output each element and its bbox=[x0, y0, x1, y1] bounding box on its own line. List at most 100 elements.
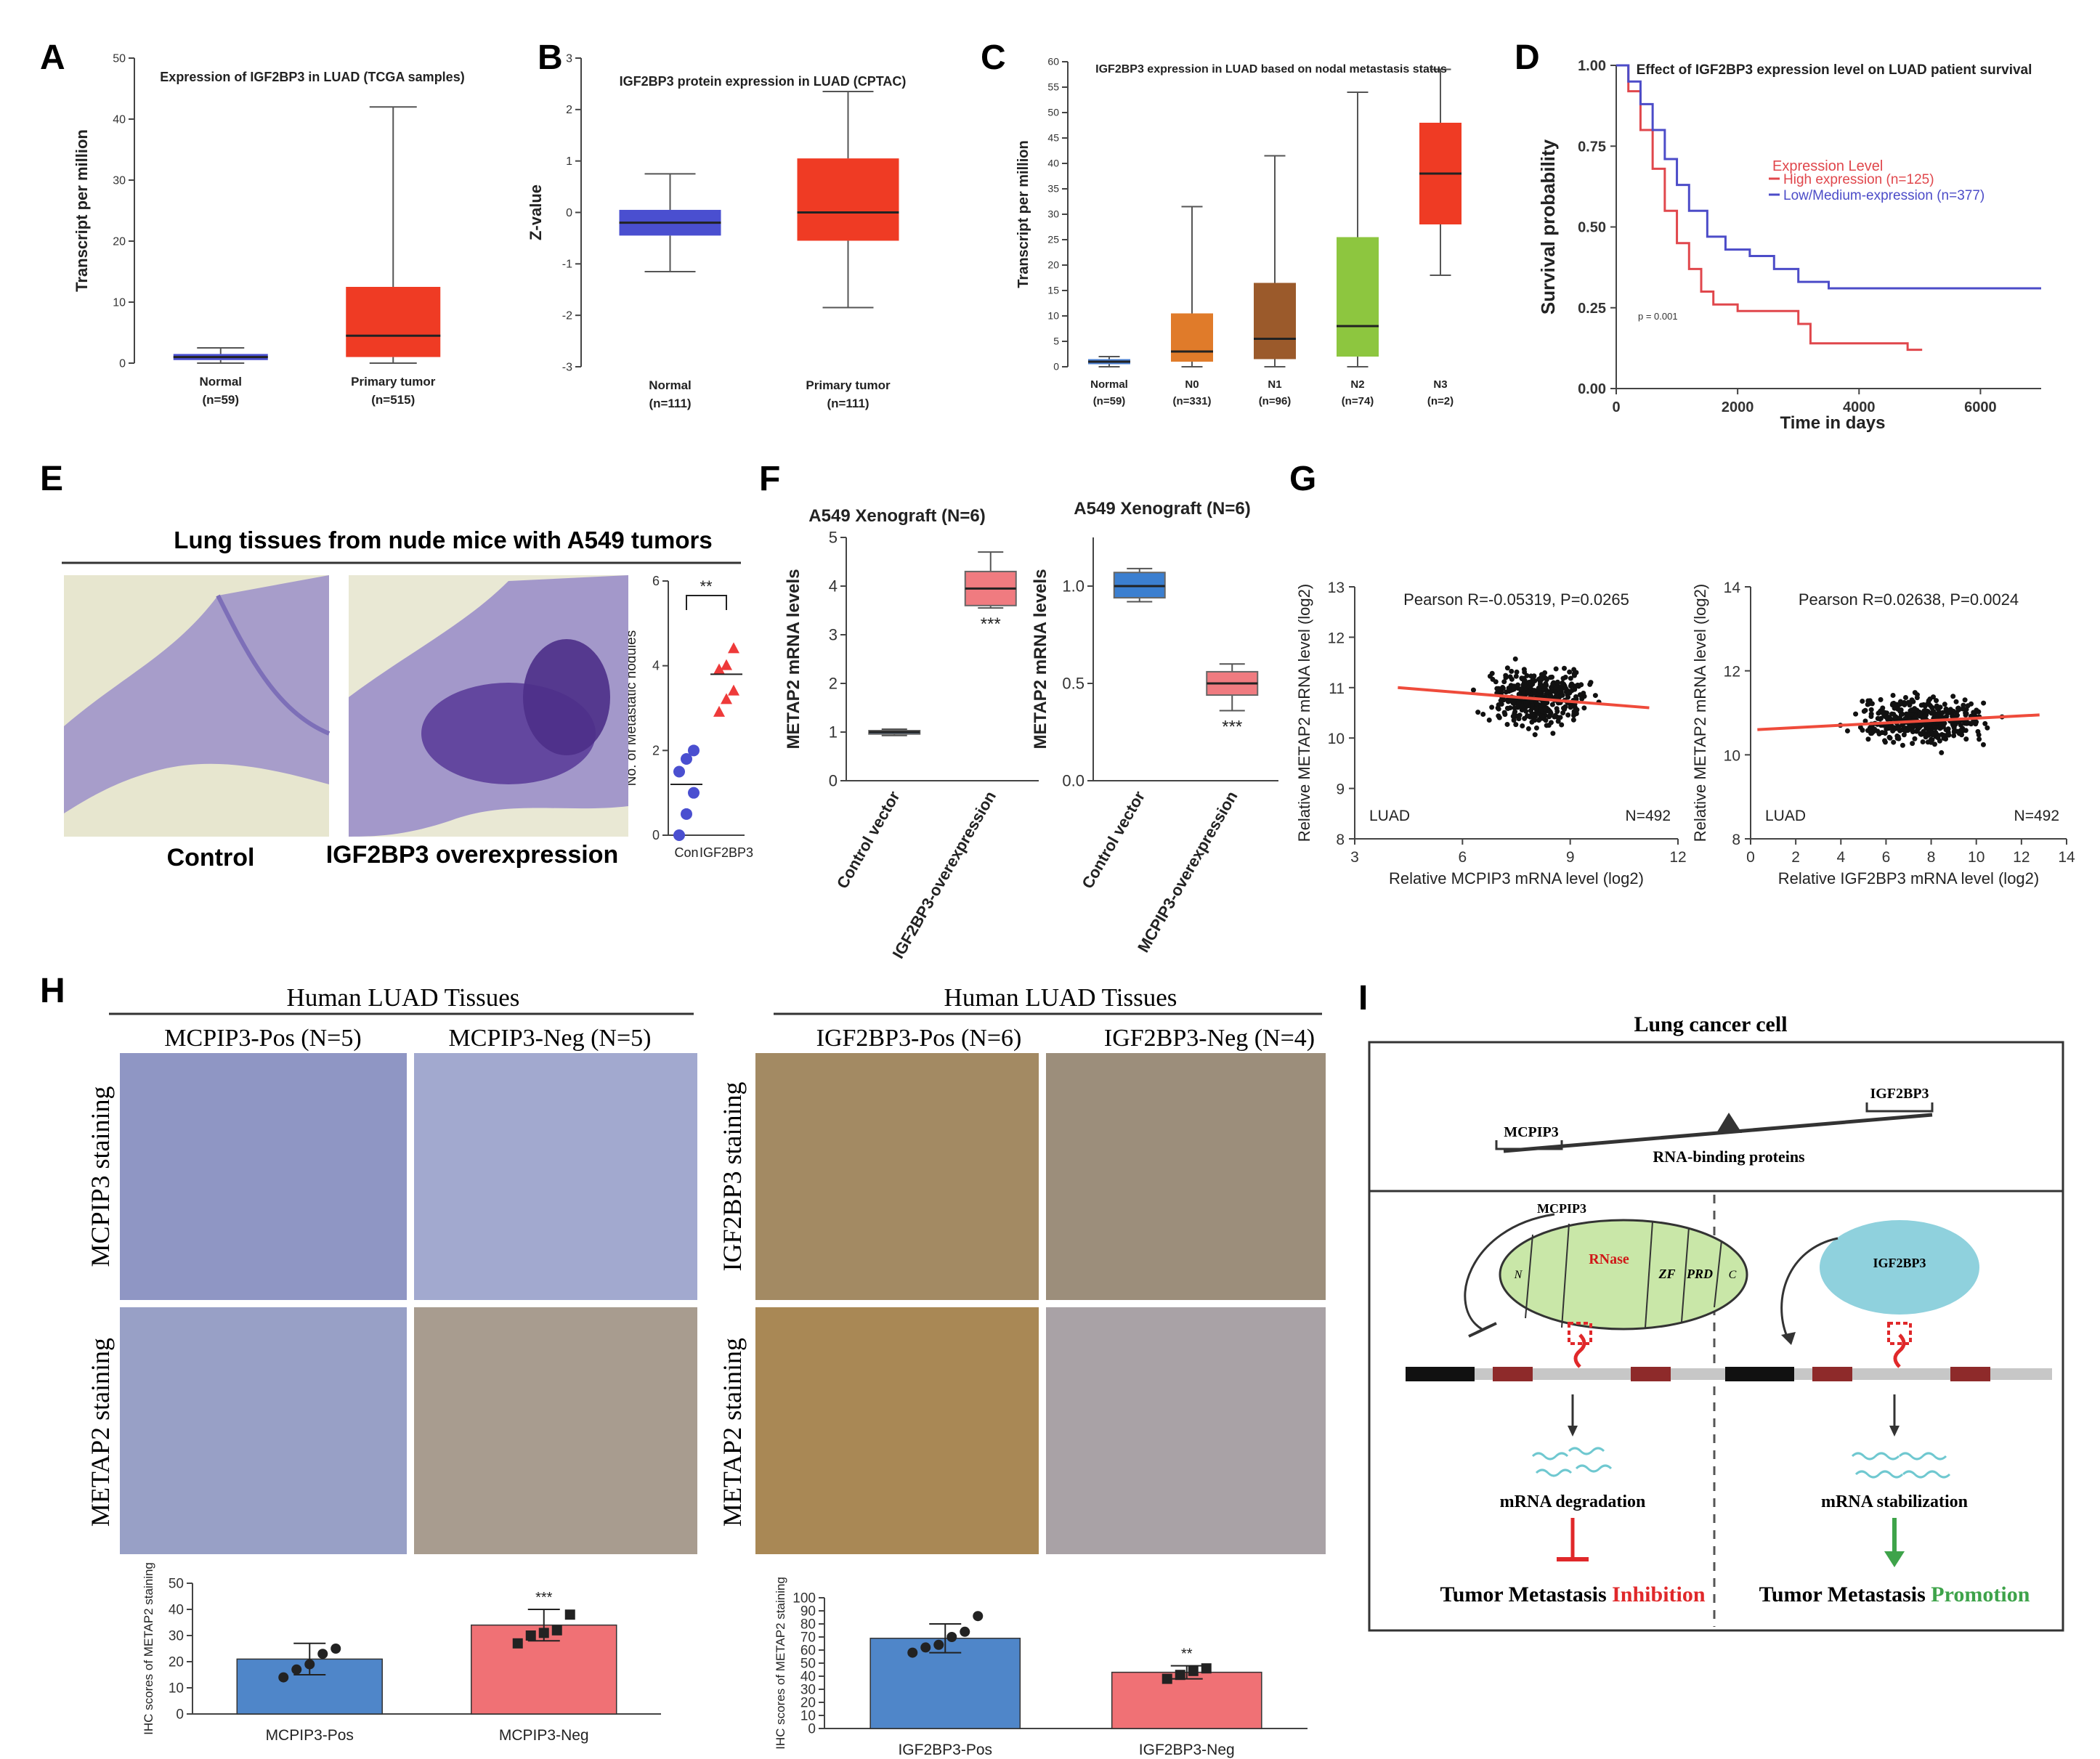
p-value: p = 0.001 bbox=[1638, 311, 1678, 322]
are-block-2 bbox=[1631, 1367, 1671, 1381]
y-tick-label: 10 bbox=[1724, 747, 1740, 764]
data-point bbox=[713, 663, 725, 675]
sample-point bbox=[1496, 706, 1501, 712]
chart-title: Expression of IGF2BP3 in LUAD (TCGA samp… bbox=[160, 70, 464, 84]
i-title: Lung cancer cell bbox=[1634, 1012, 1787, 1036]
sample-point bbox=[1963, 736, 1969, 742]
y-axis-label: IHC scores of METAP2 staining bbox=[142, 1562, 155, 1735]
sample-point bbox=[1909, 697, 1915, 703]
y-tick-label: 0 bbox=[808, 1721, 816, 1736]
sample-point bbox=[1950, 713, 1955, 719]
sample-point bbox=[1560, 681, 1566, 687]
arrowhead-left-down bbox=[1568, 1426, 1578, 1437]
y-tick-label: 1.00 bbox=[1578, 58, 1606, 74]
y-axis-label: Relative METAP2 mRNA level (log2) bbox=[1295, 584, 1313, 842]
x-tick-label: 6000 bbox=[1964, 399, 1997, 415]
sample-point bbox=[1571, 673, 1577, 678]
significance-marker: *** bbox=[981, 614, 1001, 634]
sample-point bbox=[1955, 707, 1961, 712]
data-point bbox=[933, 1639, 944, 1650]
y-tick-label: 30 bbox=[113, 174, 126, 187]
y-tick-label: 0 bbox=[566, 207, 572, 219]
y-tick-label: 40 bbox=[169, 1602, 184, 1617]
sample-size: N=492 bbox=[1626, 808, 1671, 824]
sample-point bbox=[1877, 716, 1883, 722]
sample-point bbox=[1921, 708, 1927, 714]
stem-loop bbox=[1893, 1333, 1906, 1368]
binding-site bbox=[1568, 1322, 1592, 1345]
data-point bbox=[331, 1644, 341, 1654]
significance-marker: ** bbox=[700, 577, 713, 596]
data-point bbox=[525, 1630, 536, 1641]
chart-b-cptac-protein: -3 -2 -1 0 1 2 3 Normal (n=111) Primary tumor (n=1… bbox=[527, 52, 906, 410]
data-point bbox=[1201, 1663, 1212, 1674]
x-axis-label: Relative MCPIP3 mRNA level (log2) bbox=[1389, 869, 1644, 887]
mcpip3-domain-line bbox=[1714, 1240, 1722, 1308]
sample-point bbox=[1549, 674, 1555, 680]
i-outcome-left: Tumor Metastasis Inhibition bbox=[1440, 1583, 1705, 1606]
category-label: Control vector bbox=[833, 788, 904, 892]
y-tick-label: -3 bbox=[562, 361, 572, 373]
x-tick-label: 9 bbox=[1566, 849, 1575, 866]
sample-point bbox=[1501, 679, 1507, 685]
sample-point bbox=[1592, 693, 1598, 699]
y-tick-label: 0 bbox=[176, 1707, 184, 1722]
x-tick-label: 2000 bbox=[1722, 399, 1754, 415]
data-point bbox=[1188, 1665, 1199, 1676]
cds-block bbox=[1406, 1367, 1475, 1381]
data-point bbox=[1162, 1673, 1172, 1684]
i-outcome-right: Tumor Metastasis Promotion bbox=[1759, 1583, 2030, 1606]
sample-point bbox=[1914, 695, 1920, 701]
sample-point bbox=[1865, 736, 1871, 742]
sample-point bbox=[1891, 739, 1897, 745]
sample-point bbox=[1880, 705, 1886, 711]
category-label: Primary tumor bbox=[351, 375, 436, 389]
sample-point bbox=[1943, 727, 1949, 733]
pearson-stat: Pearson R=-0.05319, P=0.0265 bbox=[1403, 590, 1629, 609]
sample-point bbox=[1567, 669, 1573, 675]
y-tick-label: 1.0 bbox=[1062, 577, 1085, 595]
y-axis-label: IHC scores of METAP2 staining bbox=[774, 1577, 787, 1750]
y-axis-label: Z-value bbox=[527, 184, 545, 240]
sample-point bbox=[1977, 736, 1982, 742]
mcpip3-domain-line bbox=[1561, 1223, 1570, 1328]
y-tick-label: 5 bbox=[829, 528, 838, 546]
binding-arrowhead bbox=[1781, 1332, 1796, 1345]
y-tick-label: 10 bbox=[1328, 731, 1345, 747]
h-row-label-metap2-right: METAP2 staining bbox=[718, 1338, 747, 1527]
h-row-label-mcpip3: MCPIP3 staining bbox=[86, 1086, 115, 1267]
data-point bbox=[551, 1625, 562, 1636]
panel-label-H: H bbox=[40, 972, 65, 1010]
sample-point bbox=[1927, 703, 1933, 709]
y-tick-label: 2 bbox=[566, 104, 572, 116]
sample-point bbox=[1934, 711, 1940, 717]
category-label: Normal bbox=[199, 375, 242, 389]
y-tick-label: 14 bbox=[1724, 580, 1741, 596]
sample-point bbox=[1894, 726, 1900, 731]
y-tick-label: 0 bbox=[1053, 361, 1059, 373]
h-mcpip3-neg-label: MCPIP3-Neg (N=5) bbox=[449, 1025, 652, 1052]
sample-point bbox=[1890, 692, 1896, 698]
i-zf-label: ZF bbox=[1658, 1267, 1675, 1281]
sample-point bbox=[1489, 670, 1495, 676]
stem-loop bbox=[1573, 1333, 1586, 1368]
chart-a-tcga-expression: 0 10 20 30 40 50 Normal (n=59) Primary tumor (n=5… bbox=[73, 52, 465, 407]
sample-point bbox=[1521, 691, 1527, 696]
sample-point bbox=[1568, 675, 1573, 681]
x-tick-label: 0 bbox=[1746, 849, 1755, 866]
sample-point bbox=[1486, 717, 1492, 723]
h-row-label-metap2-left: METAP2 staining bbox=[86, 1338, 115, 1527]
sample-point bbox=[1565, 712, 1571, 718]
igf2bp3-protein-shape bbox=[1820, 1220, 1979, 1315]
y-tick-label: 15 bbox=[1047, 285, 1059, 296]
box-2 bbox=[1254, 283, 1296, 359]
y-tick-label: 0 bbox=[652, 828, 660, 842]
sample-point bbox=[1912, 690, 1918, 696]
y-tick-label: 5 bbox=[1053, 336, 1059, 347]
sample-point bbox=[1974, 719, 1979, 725]
sample-point bbox=[1892, 705, 1897, 711]
y-axis-label: Transcript per million bbox=[73, 129, 91, 292]
sample-point bbox=[1520, 723, 1525, 729]
panel-label-D: D bbox=[1515, 38, 1540, 77]
sample-size: N=492 bbox=[2014, 808, 2059, 824]
